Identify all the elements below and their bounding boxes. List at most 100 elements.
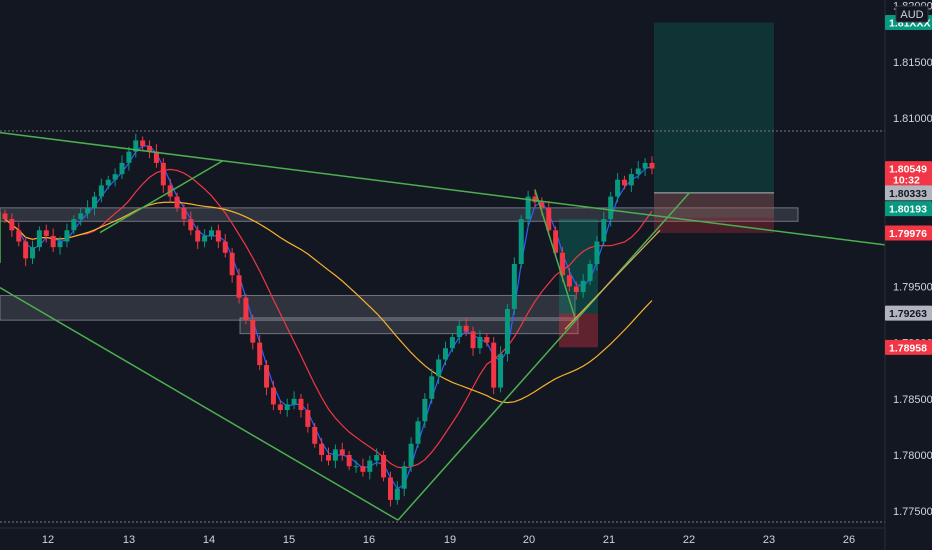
- candle-body: [119, 162, 125, 175]
- candle-body: [291, 398, 297, 405]
- zone-2: [239, 317, 579, 335]
- positions-layer: [559, 22, 774, 348]
- candle-body: [525, 196, 531, 220]
- price-tag: 1.79263: [885, 305, 932, 321]
- price-tag-value: 1.80193: [889, 204, 927, 216]
- candle-body: [511, 264, 517, 309]
- candles-layer: [2, 133, 655, 507]
- trendline: [534, 189, 576, 319]
- candle-body: [270, 387, 276, 405]
- zones-layer: [0, 207, 799, 335]
- candle-body: [429, 376, 435, 399]
- candle-body: [553, 230, 559, 253]
- candle-body: [250, 320, 256, 343]
- x-tick-label: 19: [444, 534, 456, 546]
- x-tick-label: 22: [683, 534, 695, 546]
- candle-body: [36, 230, 42, 248]
- candle-body: [181, 207, 187, 220]
- zone-1: [0, 294, 576, 321]
- price-axis[interactable]: [884, 0, 932, 550]
- x-tick-label: 26: [843, 534, 855, 546]
- x-axis-ticks: 12 13 14 15 16 19 20 21 22 23 26: [42, 534, 855, 546]
- y-tick-label: 1.77500: [893, 506, 932, 518]
- candle-body: [174, 196, 180, 208]
- x-tick-label: 23: [763, 534, 775, 546]
- candle-body: [147, 146, 153, 152]
- candle-body: [2, 213, 8, 220]
- candle-body: [188, 219, 194, 231]
- candle-body: [312, 426, 318, 444]
- y-tick-label: 1.81000: [893, 113, 932, 125]
- candle-body: [64, 230, 70, 242]
- candle-body: [208, 230, 214, 236]
- candle-body: [126, 151, 132, 163]
- candle-body: [642, 162, 648, 169]
- candle-body: [71, 219, 77, 231]
- candle-body: [43, 230, 49, 236]
- candle-body: [470, 331, 476, 349]
- candle-body: [573, 286, 579, 293]
- candle-body: [305, 410, 311, 427]
- moving-average-line: [4, 201, 653, 404]
- long-target-zone: [654, 22, 774, 218]
- candle-body: [326, 454, 331, 461]
- candle-body: [50, 235, 56, 248]
- candle-body: [243, 297, 249, 321]
- x-tick-label: 21: [603, 534, 615, 546]
- candle-body: [387, 477, 393, 500]
- candle-body: [23, 241, 29, 259]
- y-tick-label: 1.79500: [893, 281, 932, 293]
- candle-body: [518, 219, 524, 264]
- candle-body: [215, 230, 221, 242]
- candle-body: [360, 466, 366, 472]
- x-tick-label: 15: [283, 534, 295, 546]
- candle-body: [449, 337, 455, 349]
- candle-body: [160, 162, 166, 186]
- long-stop-zone: [654, 192, 774, 233]
- candle-body: [601, 219, 607, 242]
- candle-body: [463, 325, 469, 332]
- candle-body: [635, 168, 641, 175]
- candle-body: [140, 140, 146, 147]
- price-tag-countdown: 10:32: [893, 175, 920, 187]
- candle-body: [277, 404, 283, 411]
- price-tag: 1.78958: [885, 339, 932, 355]
- candle-body: [222, 241, 228, 253]
- candle-body: [195, 230, 201, 242]
- candle-body: [16, 230, 22, 242]
- candle-body: [436, 359, 442, 377]
- candle-body: [401, 466, 407, 489]
- price-tag: 1.80193: [885, 201, 932, 217]
- candle-body: [257, 342, 263, 366]
- candle-body: [339, 449, 345, 455]
- candle-body: [229, 252, 235, 276]
- candle-body: [443, 348, 449, 360]
- zone-0: [0, 207, 799, 222]
- candle-body: [560, 252, 566, 276]
- candle-body: [30, 247, 36, 259]
- candle-body: [374, 454, 380, 461]
- candle-body: [202, 235, 208, 242]
- candle-body: [9, 219, 15, 231]
- candle-body: [346, 454, 352, 467]
- candle-body: [394, 488, 400, 500]
- candle-body: [484, 337, 490, 343]
- price-tag: 1.79976: [885, 225, 932, 241]
- candle-body: [78, 213, 84, 220]
- candle-body: [587, 264, 593, 281]
- y-tick-label: 1.81500: [893, 57, 932, 69]
- candle-body: [264, 365, 270, 388]
- candle-body: [105, 179, 111, 186]
- candle-body: [580, 280, 586, 293]
- trendline: [397, 191, 691, 521]
- candle-body: [566, 275, 572, 287]
- price-tag-value: 1.80549: [889, 164, 927, 176]
- candle-body: [491, 342, 497, 388]
- trendline-orange: [564, 229, 661, 330]
- trendline: [0, 286, 399, 521]
- candle-body: [367, 460, 373, 472]
- candle-body: [608, 196, 614, 220]
- x-tick-label: 16: [363, 534, 375, 546]
- currency-badge[interactable]: AUD: [895, 5, 929, 23]
